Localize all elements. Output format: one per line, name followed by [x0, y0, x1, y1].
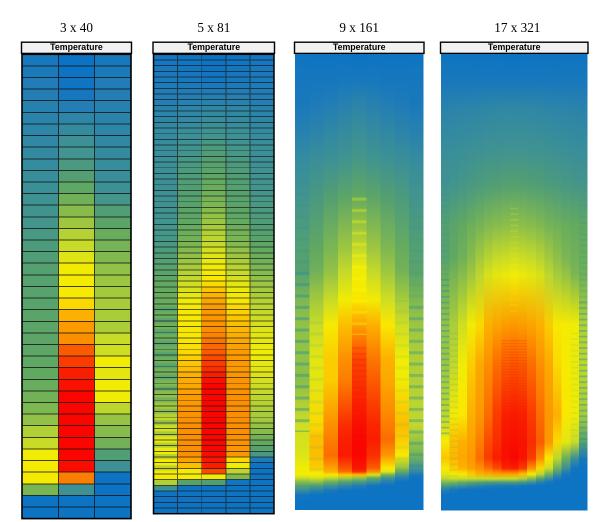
svg-text:3 x 40: 3 x 40 — [60, 20, 93, 35]
svg-text:Temperature: Temperature — [488, 42, 541, 52]
svg-text:Temperature: Temperature — [50, 42, 103, 52]
svg-text:Temperature: Temperature — [187, 42, 240, 52]
svg-text:17 x 321: 17 x 321 — [494, 20, 540, 35]
svg-text:9 x 161: 9 x 161 — [339, 20, 379, 35]
svg-text:Temperature: Temperature — [333, 42, 386, 52]
svg-text:5 x 81: 5 x 81 — [197, 20, 230, 35]
